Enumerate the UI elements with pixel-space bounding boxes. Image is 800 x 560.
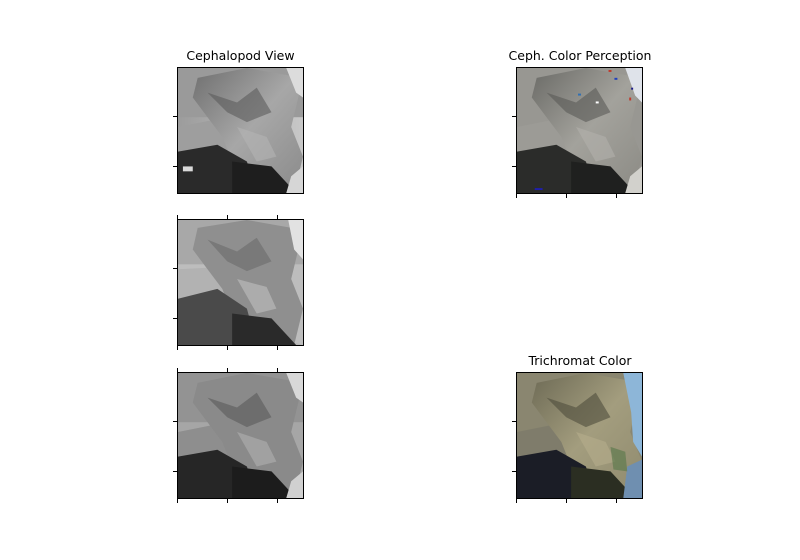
- grayscale-image: [178, 68, 303, 193]
- y-tick: [512, 471, 516, 472]
- image-axes-grayscale-middle: [177, 219, 304, 346]
- x-tick: [277, 215, 278, 219]
- panel-title-ceph-color-perception: Ceph. Color Perception: [508, 48, 652, 63]
- y-tick: [173, 116, 177, 117]
- x-tick: [227, 346, 228, 350]
- x-tick: [227, 368, 228, 372]
- y-tick: [512, 116, 516, 117]
- x-tick: [227, 499, 228, 503]
- x-tick: [566, 194, 567, 198]
- y-tick: [512, 166, 516, 167]
- image-axes-trichromat-color: [516, 372, 643, 499]
- color-image: [517, 373, 642, 498]
- grayscale-image: [178, 373, 303, 498]
- y-tick: [173, 318, 177, 319]
- x-tick: [177, 346, 178, 350]
- panel-title-trichromat-color: Trichromat Color: [528, 353, 632, 368]
- y-tick: [173, 268, 177, 269]
- x-tick: [616, 194, 617, 198]
- image-axes-ceph-color-perception: [516, 67, 643, 194]
- x-tick: [516, 194, 517, 198]
- y-tick: [173, 166, 177, 167]
- x-tick: [177, 368, 178, 372]
- x-tick: [277, 499, 278, 503]
- x-tick: [616, 499, 617, 503]
- y-tick: [512, 421, 516, 422]
- image-axes-grayscale-bottom: [177, 372, 304, 499]
- image-axes-cephalopod-view: [177, 67, 304, 194]
- x-tick: [566, 499, 567, 503]
- x-tick: [277, 368, 278, 372]
- x-tick: [177, 499, 178, 503]
- panel-title-cephalopod-view: Cephalopod View: [186, 48, 295, 63]
- x-tick: [177, 215, 178, 219]
- x-tick: [516, 499, 517, 503]
- x-tick: [227, 215, 228, 219]
- y-tick: [173, 471, 177, 472]
- x-tick: [277, 346, 278, 350]
- y-tick: [173, 421, 177, 422]
- grayscale-image: [178, 220, 303, 345]
- false-color-image: [517, 68, 642, 193]
